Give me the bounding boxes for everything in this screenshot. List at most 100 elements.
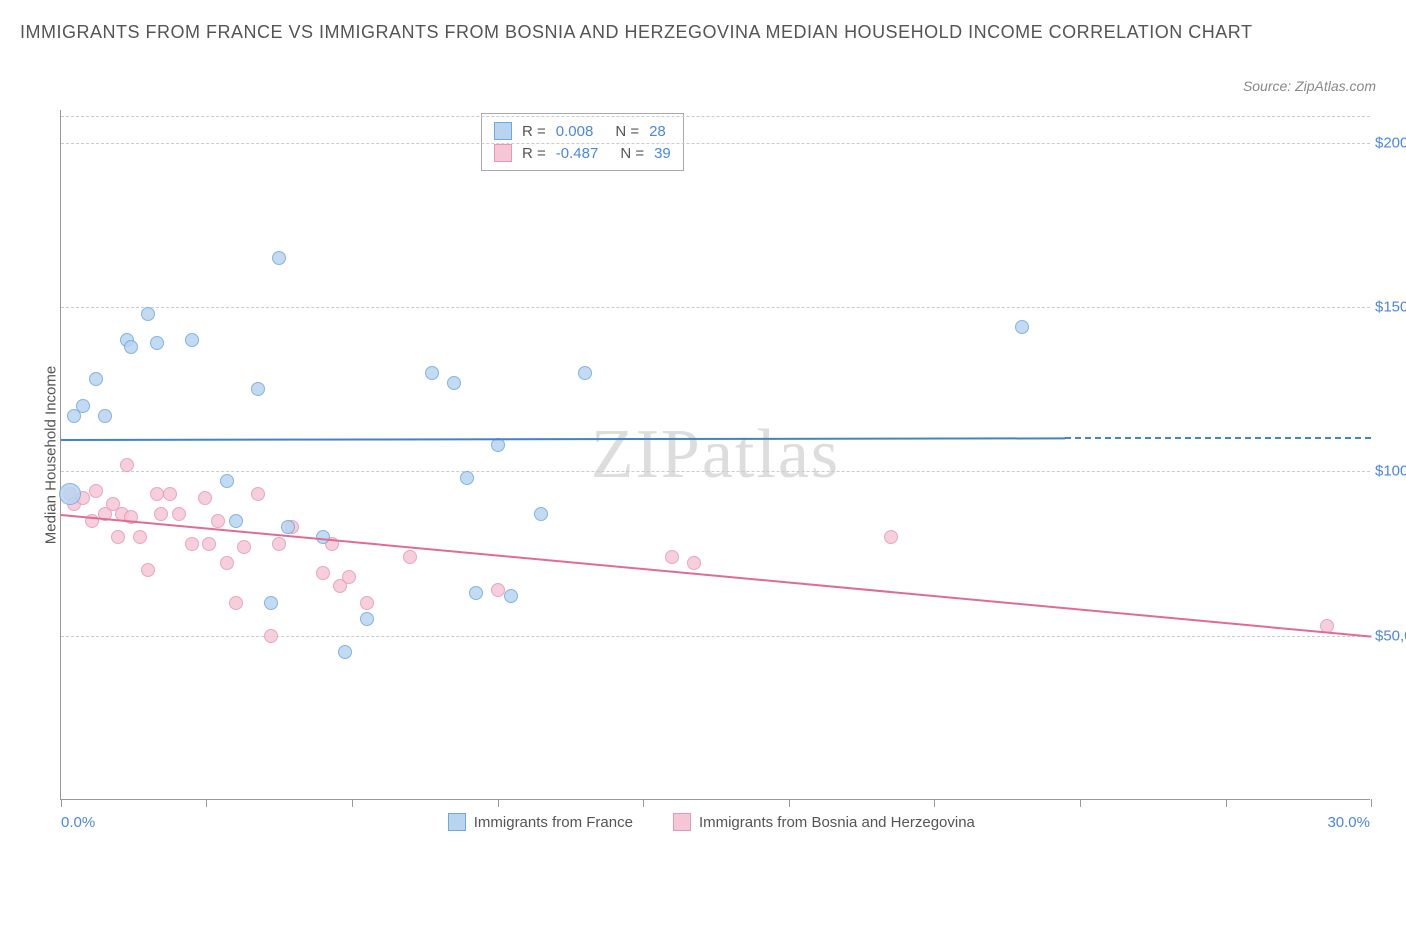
- scatter-point-bosnia: [264, 629, 278, 643]
- gridline: [61, 471, 1370, 472]
- ytick-label: $100,000: [1375, 463, 1406, 480]
- scatter-point-bosnia: [89, 484, 103, 498]
- regression-line: [61, 514, 1371, 638]
- xtick: [61, 799, 62, 807]
- legend-item-france: Immigrants from France: [448, 813, 633, 831]
- legend-item-bosnia: Immigrants from Bosnia and Herzegovina: [673, 813, 975, 831]
- xtick: [352, 799, 353, 807]
- scatter-point-france: [534, 507, 548, 521]
- scatter-point-bosnia: [154, 507, 168, 521]
- r-label: R =: [522, 123, 546, 140]
- scatter-point-france: [89, 372, 103, 386]
- scatter-point-france: [229, 514, 243, 528]
- scatter-point-france: [150, 336, 164, 350]
- scatter-point-bosnia: [198, 491, 212, 505]
- scatter-point-france: [338, 645, 352, 659]
- scatter-point-bosnia: [884, 530, 898, 544]
- scatter-point-bosnia: [272, 537, 286, 551]
- swatch-france: [448, 813, 466, 831]
- n-value-bosnia: 39: [654, 145, 671, 162]
- scatter-point-bosnia: [111, 530, 125, 544]
- scatter-point-france: [578, 366, 592, 380]
- xtick: [1226, 799, 1227, 807]
- ytick-label: $200,000: [1375, 134, 1406, 151]
- scatter-point-france: [425, 366, 439, 380]
- gridline: [61, 116, 1370, 117]
- scatter-point-bosnia: [141, 563, 155, 577]
- scatter-point-bosnia: [172, 507, 186, 521]
- swatch-france: [494, 122, 512, 140]
- scatter-point-bosnia: [120, 458, 134, 472]
- scatter-point-france: [504, 589, 518, 603]
- scatter-point-france: [185, 333, 199, 347]
- scatter-point-france: [251, 382, 265, 396]
- y-axis-label: Median Household Income: [43, 365, 60, 543]
- xtick-min: 0.0%: [61, 814, 95, 831]
- swatch-bosnia: [673, 813, 691, 831]
- r-label: R =: [522, 145, 546, 162]
- regression-line: [1065, 437, 1371, 439]
- correlation-chart: IMMIGRANTS FROM FRANCE VS IMMIGRANTS FRO…: [20, 20, 1386, 910]
- scatter-point-bosnia: [202, 537, 216, 551]
- scatter-point-bosnia: [687, 556, 701, 570]
- gridline: [61, 636, 1370, 637]
- scatter-point-france: [76, 399, 90, 413]
- r-value-bosnia: -0.487: [556, 145, 599, 162]
- scatter-point-france: [460, 471, 474, 485]
- scatter-point-bosnia: [251, 487, 265, 501]
- scatter-point-france: [59, 483, 81, 505]
- bottom-legend: 0.0% Immigrants from France Immigrants f…: [61, 813, 1370, 831]
- stats-row-bosnia: R = -0.487 N = 39: [494, 142, 671, 164]
- scatter-point-bosnia: [150, 487, 164, 501]
- scatter-point-bosnia: [185, 537, 199, 551]
- scatter-point-bosnia: [220, 556, 234, 570]
- legend-label-france: Immigrants from France: [474, 814, 633, 831]
- xtick: [498, 799, 499, 807]
- gridline: [61, 143, 1370, 144]
- gridline: [61, 307, 1370, 308]
- scatter-point-bosnia: [342, 570, 356, 584]
- scatter-point-bosnia: [491, 583, 505, 597]
- scatter-point-france: [272, 251, 286, 265]
- legend-label-bosnia: Immigrants from Bosnia and Herzegovina: [699, 814, 975, 831]
- plot-area: Median Household Income ZIPatlas R = 0.0…: [60, 110, 1370, 800]
- xtick: [934, 799, 935, 807]
- ytick-label: $150,000: [1375, 299, 1406, 316]
- scatter-point-france: [281, 520, 295, 534]
- watermark: ZIPatlas: [591, 415, 840, 495]
- xtick-max: 30.0%: [1327, 814, 1370, 831]
- xtick: [1371, 799, 1372, 807]
- scatter-point-france: [141, 307, 155, 321]
- n-value-france: 28: [649, 123, 666, 140]
- n-label: N =: [620, 145, 644, 162]
- source-label: Source: ZipAtlas.com: [1243, 78, 1376, 94]
- scatter-point-bosnia: [229, 596, 243, 610]
- scatter-point-france: [220, 474, 234, 488]
- xtick: [206, 799, 207, 807]
- xtick: [643, 799, 644, 807]
- scatter-point-france: [1015, 320, 1029, 334]
- scatter-point-france: [447, 376, 461, 390]
- scatter-point-france: [264, 596, 278, 610]
- xtick: [1080, 799, 1081, 807]
- scatter-point-france: [360, 612, 374, 626]
- n-label: N =: [615, 123, 639, 140]
- ytick-label: $50,000: [1375, 627, 1406, 644]
- scatter-point-france: [124, 340, 138, 354]
- scatter-point-bosnia: [665, 550, 679, 564]
- scatter-point-bosnia: [237, 540, 251, 554]
- scatter-point-france: [98, 409, 112, 423]
- scatter-point-bosnia: [211, 514, 225, 528]
- regression-line: [61, 437, 1065, 441]
- chart-title: IMMIGRANTS FROM FRANCE VS IMMIGRANTS FRO…: [20, 20, 1386, 45]
- r-value-france: 0.008: [556, 123, 594, 140]
- stats-row-france: R = 0.008 N = 28: [494, 120, 671, 142]
- scatter-point-bosnia: [403, 550, 417, 564]
- scatter-point-bosnia: [316, 566, 330, 580]
- scatter-point-france: [469, 586, 483, 600]
- scatter-point-bosnia: [163, 487, 177, 501]
- swatch-bosnia: [494, 144, 512, 162]
- scatter-point-bosnia: [133, 530, 147, 544]
- xtick: [789, 799, 790, 807]
- scatter-point-bosnia: [360, 596, 374, 610]
